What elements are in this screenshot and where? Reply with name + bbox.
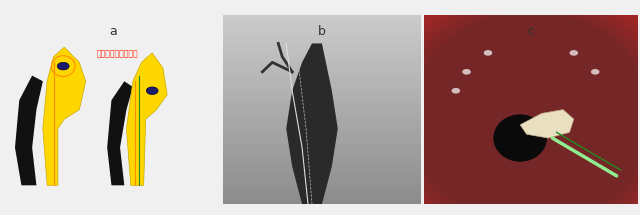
Bar xyxy=(223,102,421,106)
Bar xyxy=(223,140,421,144)
Circle shape xyxy=(367,0,640,215)
Circle shape xyxy=(395,0,640,215)
Text: a: a xyxy=(109,25,118,37)
Bar xyxy=(223,95,421,98)
Bar xyxy=(223,30,421,34)
Bar xyxy=(223,170,421,174)
Circle shape xyxy=(373,0,640,215)
Bar xyxy=(223,60,421,64)
Polygon shape xyxy=(15,76,43,185)
Bar xyxy=(223,125,421,129)
Bar xyxy=(223,174,421,178)
Bar xyxy=(223,144,421,147)
Bar xyxy=(223,106,421,110)
Circle shape xyxy=(389,0,640,215)
Bar xyxy=(223,129,421,132)
Circle shape xyxy=(400,4,640,215)
Circle shape xyxy=(384,0,640,215)
Bar xyxy=(223,19,421,23)
Bar xyxy=(223,64,421,68)
Bar xyxy=(223,185,421,189)
Bar xyxy=(223,23,421,26)
Bar xyxy=(223,68,421,72)
Bar xyxy=(223,72,421,76)
Bar xyxy=(223,200,421,204)
Circle shape xyxy=(405,8,640,215)
Bar xyxy=(223,181,421,185)
Ellipse shape xyxy=(570,50,578,56)
Bar xyxy=(223,83,421,87)
Ellipse shape xyxy=(484,50,492,56)
Bar xyxy=(223,147,421,151)
Bar xyxy=(223,114,421,117)
Ellipse shape xyxy=(462,69,471,75)
Polygon shape xyxy=(107,81,133,185)
Bar xyxy=(223,121,421,125)
Circle shape xyxy=(365,0,640,215)
Bar xyxy=(223,110,421,114)
Bar xyxy=(223,34,421,38)
Bar xyxy=(223,53,421,57)
Bar xyxy=(223,155,421,159)
Circle shape xyxy=(408,11,640,215)
Text: c: c xyxy=(527,25,534,37)
Bar xyxy=(223,189,421,193)
Bar xyxy=(223,98,421,102)
Bar xyxy=(223,136,421,140)
Circle shape xyxy=(362,0,640,215)
Polygon shape xyxy=(520,110,574,138)
Text: ナイフで引き下げる: ナイフで引き下げる xyxy=(97,49,139,58)
Circle shape xyxy=(370,0,640,215)
Ellipse shape xyxy=(493,114,547,162)
Circle shape xyxy=(387,0,640,215)
Bar xyxy=(223,193,421,197)
Bar xyxy=(223,166,421,170)
Polygon shape xyxy=(127,53,167,185)
Bar xyxy=(223,76,421,79)
Bar xyxy=(223,178,421,181)
Bar xyxy=(223,91,421,95)
Circle shape xyxy=(359,0,640,215)
Polygon shape xyxy=(43,47,86,185)
Circle shape xyxy=(381,0,640,215)
Bar xyxy=(223,45,421,49)
Circle shape xyxy=(411,13,640,215)
Bar xyxy=(223,197,421,200)
Ellipse shape xyxy=(147,87,158,95)
Ellipse shape xyxy=(452,88,460,94)
Polygon shape xyxy=(286,43,338,204)
Bar xyxy=(223,132,421,136)
Bar xyxy=(223,38,421,41)
Bar xyxy=(223,15,421,19)
Circle shape xyxy=(392,0,640,215)
Bar xyxy=(223,159,421,163)
Circle shape xyxy=(403,6,640,215)
Bar xyxy=(223,26,421,30)
Bar xyxy=(223,79,421,83)
Bar xyxy=(223,57,421,60)
Circle shape xyxy=(378,0,640,215)
Bar xyxy=(223,41,421,45)
Circle shape xyxy=(376,0,640,215)
Bar xyxy=(223,117,421,121)
Bar xyxy=(223,163,421,166)
Bar xyxy=(223,87,421,91)
Ellipse shape xyxy=(58,62,69,70)
Bar xyxy=(223,49,421,53)
Circle shape xyxy=(397,1,640,215)
Bar xyxy=(223,151,421,155)
Ellipse shape xyxy=(591,69,600,75)
Text: b: b xyxy=(318,25,326,37)
